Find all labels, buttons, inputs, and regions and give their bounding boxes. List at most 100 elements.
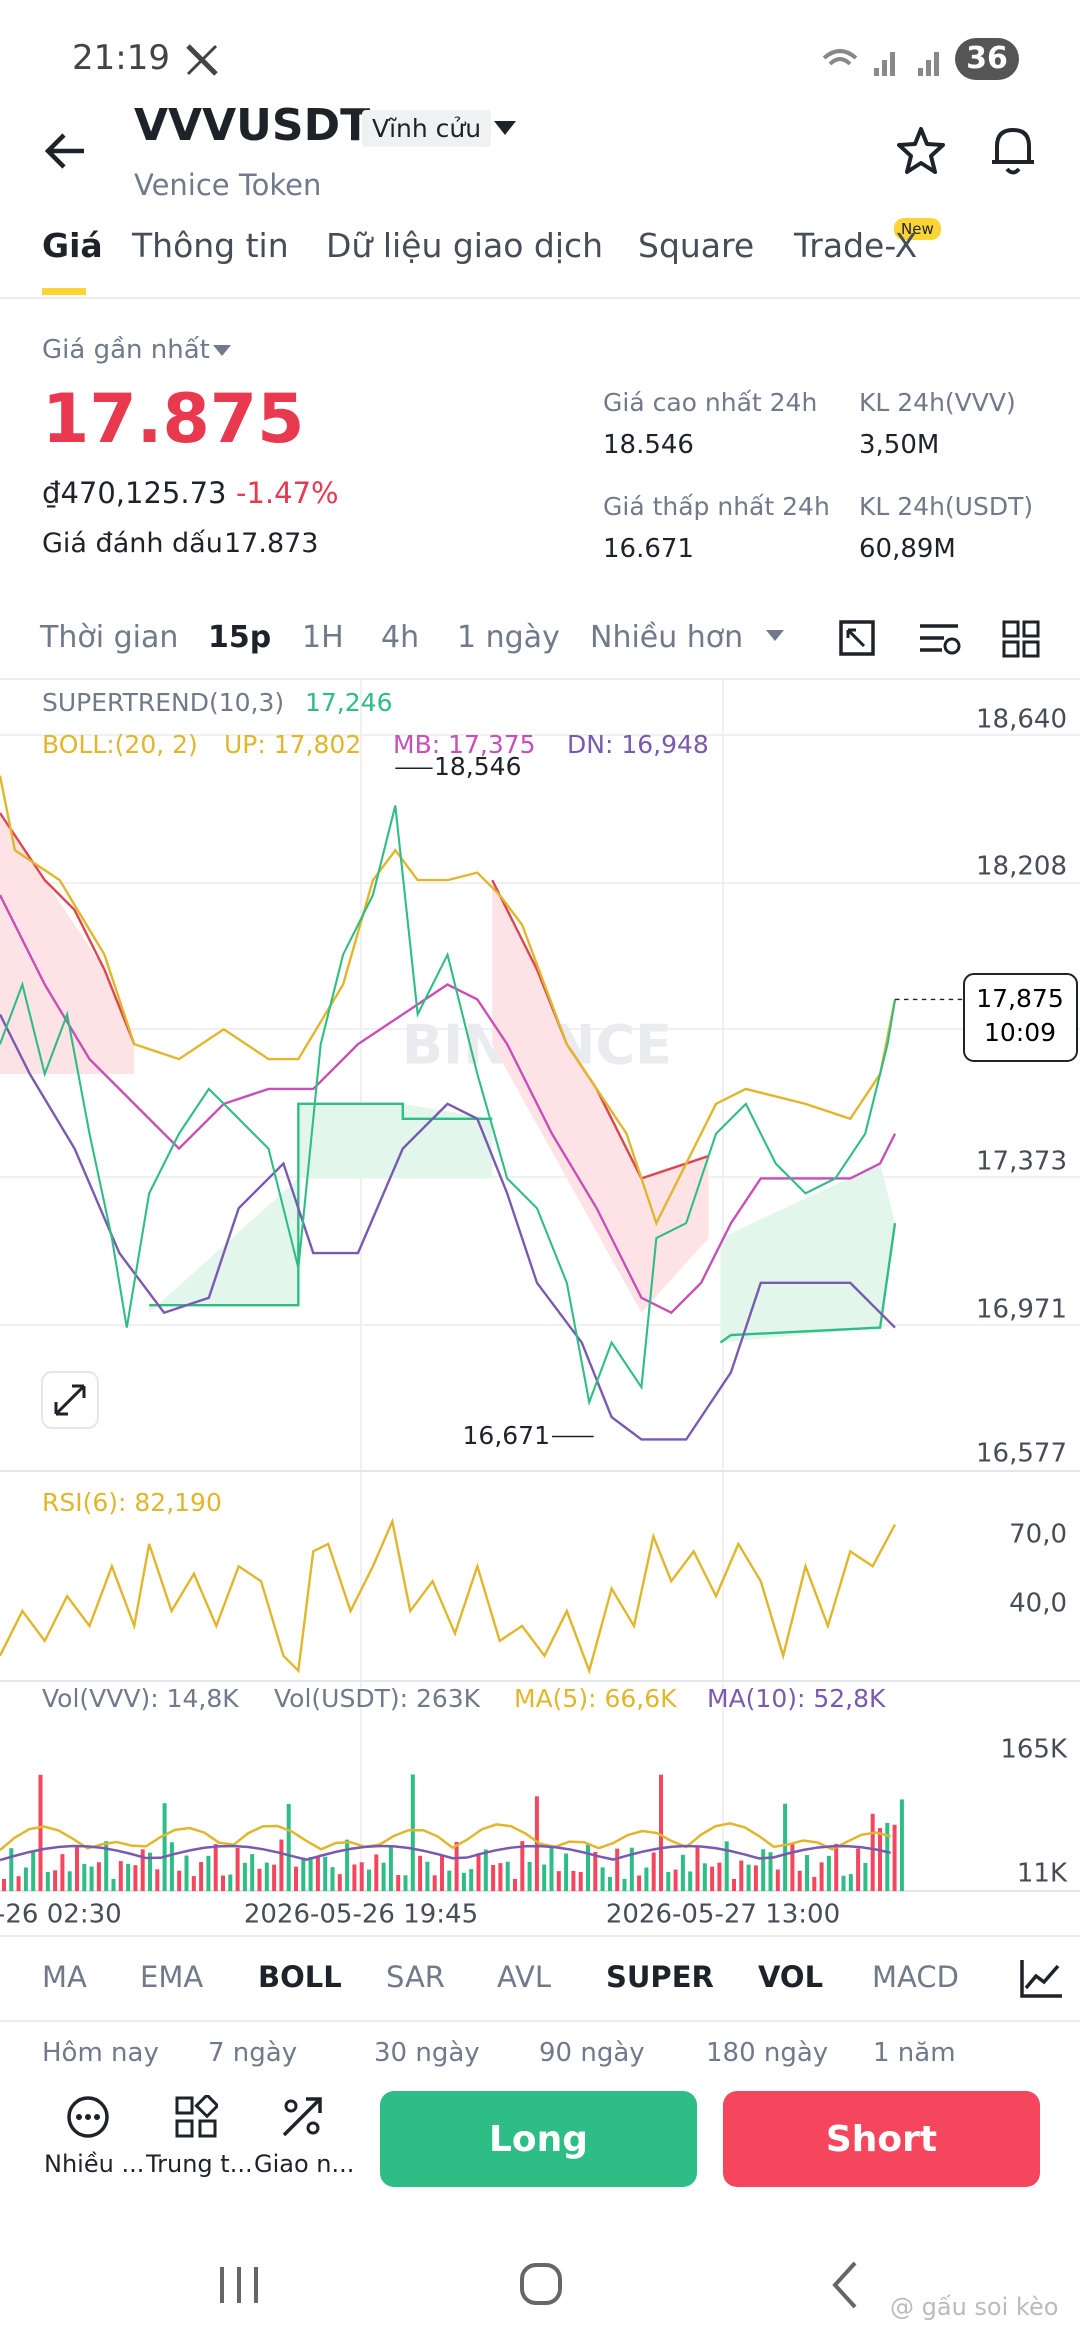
indicator[interactable]: VOL xyxy=(758,1960,824,1994)
volume-label: Vol(USDT): 263K xyxy=(274,1684,481,1713)
trade-icon[interactable] xyxy=(280,2095,324,2139)
period[interactable]: 30 ngày xyxy=(374,2038,480,2068)
action-label[interactable]: Nhiều ... xyxy=(44,2150,145,2178)
dropdown-arrow[interactable] xyxy=(492,118,518,138)
volume-bar-decor xyxy=(250,1854,255,1891)
high-marker: 18,546 xyxy=(434,752,521,781)
indicator[interactable]: BOLL xyxy=(258,1960,342,1994)
period[interactable]: Hôm nay xyxy=(42,2038,159,2068)
volume-bar-decor xyxy=(162,1803,167,1891)
divider xyxy=(0,1935,1080,1937)
volume-bar-decor xyxy=(337,1874,342,1891)
tab[interactable]: Thông tin xyxy=(132,226,289,265)
long-button[interactable]: Long xyxy=(380,2091,697,2187)
volume-bar-decor xyxy=(359,1862,364,1891)
period[interactable]: 180 ngày xyxy=(706,2038,829,2068)
back-button[interactable] xyxy=(40,126,90,176)
period[interactable]: 1 năm xyxy=(873,2038,956,2068)
indicator[interactable]: SAR xyxy=(386,1960,445,1994)
tab[interactable]: Square xyxy=(638,226,755,265)
volume-bar-decor xyxy=(410,1774,415,1891)
time-axis-label: 2026-05-27 13:00 xyxy=(606,1900,840,1930)
indicator[interactable]: MA xyxy=(42,1960,87,1994)
stat-value: 60,89M xyxy=(859,534,956,564)
volume-bar-decor xyxy=(673,1869,678,1891)
volume-bar-decor xyxy=(148,1852,152,1891)
interval[interactable]: 15p xyxy=(208,620,272,655)
interval[interactable]: Thời gian xyxy=(40,620,179,655)
indicator[interactable]: AVL xyxy=(497,1960,551,1994)
volume-bar-decor xyxy=(768,1852,773,1891)
volume-bar-decor xyxy=(651,1852,656,1891)
volume-bar-decor xyxy=(60,1854,65,1891)
volume-bar-decor xyxy=(753,1865,758,1891)
volume-bar-decor xyxy=(374,1854,379,1891)
volume-bar-decor xyxy=(505,1861,510,1891)
tab[interactable]: Dữ liệu giao dịch xyxy=(326,226,604,265)
short-button[interactable]: Short xyxy=(723,2091,1040,2187)
price-label[interactable]: Giá gần nhất xyxy=(42,335,210,365)
contract-tag[interactable]: Vĩnh cửu xyxy=(362,110,492,147)
volume-bar-decor xyxy=(447,1870,452,1891)
volume-bar-decor xyxy=(45,1871,50,1891)
volume-bar-decor xyxy=(184,1855,189,1891)
volume-bar-decor xyxy=(527,1861,532,1891)
interval[interactable]: 1H xyxy=(302,620,344,655)
volume-bar-decor xyxy=(315,1856,320,1891)
low-marker: 16,671 xyxy=(463,1421,550,1450)
indicator[interactable]: MACD xyxy=(872,1960,959,1994)
tab[interactable]: Giá xyxy=(42,226,103,265)
volume-bar-decor xyxy=(805,1855,809,1891)
volume-bar-decor xyxy=(659,1774,663,1891)
period[interactable]: 90 ngày xyxy=(539,2038,645,2068)
volume-bar-decor xyxy=(476,1853,481,1891)
volume-bar-decor xyxy=(520,1841,525,1891)
volume-bar-decor xyxy=(264,1862,269,1891)
indicator[interactable]: SUPER xyxy=(606,1960,714,1994)
volume-bar-decor xyxy=(454,1841,459,1891)
center-icon[interactable] xyxy=(174,2095,218,2139)
favorite-button[interactable] xyxy=(896,126,946,176)
volume-label: MA(10): 52,8K xyxy=(707,1684,886,1713)
action-label[interactable]: Trung t... xyxy=(146,2150,253,2178)
interval[interactable]: 4h xyxy=(381,620,420,655)
chart-tools[interactable] xyxy=(838,618,1048,662)
volume-bar-decor xyxy=(666,1871,671,1891)
volume-bar-decor xyxy=(96,1862,101,1891)
volume-bar-decor xyxy=(177,1870,182,1891)
volume-bar-decor xyxy=(330,1867,335,1891)
interval[interactable]: 1 ngày xyxy=(457,620,560,655)
more-icon[interactable] xyxy=(66,2095,110,2139)
stat-label: Giá cao nhất 24h xyxy=(603,388,818,417)
tab[interactable]: Trade-X xyxy=(794,226,918,265)
indicator-settings[interactable] xyxy=(1018,1958,1064,2000)
volume-bar-decor xyxy=(2,1879,6,1891)
divider xyxy=(0,2020,1080,2022)
time-axis-label: -26 02:30 xyxy=(0,1900,122,1930)
watermark: @ gấu soi kèo xyxy=(890,2293,1059,2321)
interval[interactable]: Nhiều hơn xyxy=(590,620,744,655)
action-label[interactable]: Giao n... xyxy=(254,2150,355,2178)
volume-bar-decor xyxy=(228,1874,233,1891)
chart: BINANCE 17,875 10:09 18,546 16,671 SUPER… xyxy=(0,680,1080,1930)
volume-bar-decor xyxy=(126,1863,131,1891)
volume-bar-decor xyxy=(323,1856,328,1891)
volume-bar-decor xyxy=(607,1876,612,1891)
volume-bar-decor xyxy=(133,1865,138,1891)
expand-icon xyxy=(54,1384,86,1416)
indicator[interactable]: EMA xyxy=(140,1960,204,1994)
volume-bar-decor xyxy=(899,1799,904,1891)
status-icons xyxy=(822,49,939,76)
volume-bar-decor xyxy=(396,1875,401,1891)
stat-label: KL 24h(VVV) xyxy=(859,388,1016,417)
volume-bar-decor xyxy=(89,1866,94,1891)
volume-bar-decor xyxy=(856,1848,861,1891)
mark-price: 17.873 xyxy=(224,528,319,559)
volume-bar-decor xyxy=(600,1867,605,1891)
alert-button[interactable] xyxy=(988,124,1038,178)
countdown: 10:09 xyxy=(984,1018,1056,1047)
volume-bar-decor xyxy=(695,1846,700,1891)
period[interactable]: 7 ngày xyxy=(208,2038,298,2068)
volume-bar-decor xyxy=(513,1878,517,1891)
volume-bar-decor xyxy=(688,1871,693,1891)
